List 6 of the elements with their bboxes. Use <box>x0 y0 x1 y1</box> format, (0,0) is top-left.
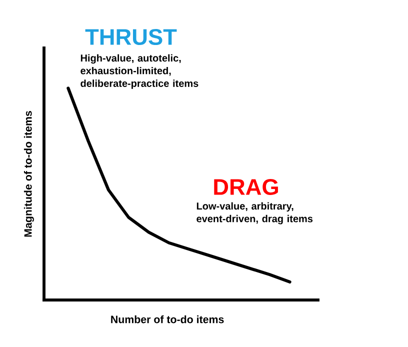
y-axis-title: Magnitude of to-do items <box>24 111 34 237</box>
annotation: DRAG <box>214 178 278 196</box>
text: THRUST <box>85 28 177 46</box>
x-axis-title: Number of to-do items <box>111 315 224 324</box>
annotation: Low-value, arbitrary, event-driven, drag items <box>196 202 313 224</box>
annotation: High-value, autotelic, exhaustion-limited, deliberate-practice items <box>80 54 198 89</box>
